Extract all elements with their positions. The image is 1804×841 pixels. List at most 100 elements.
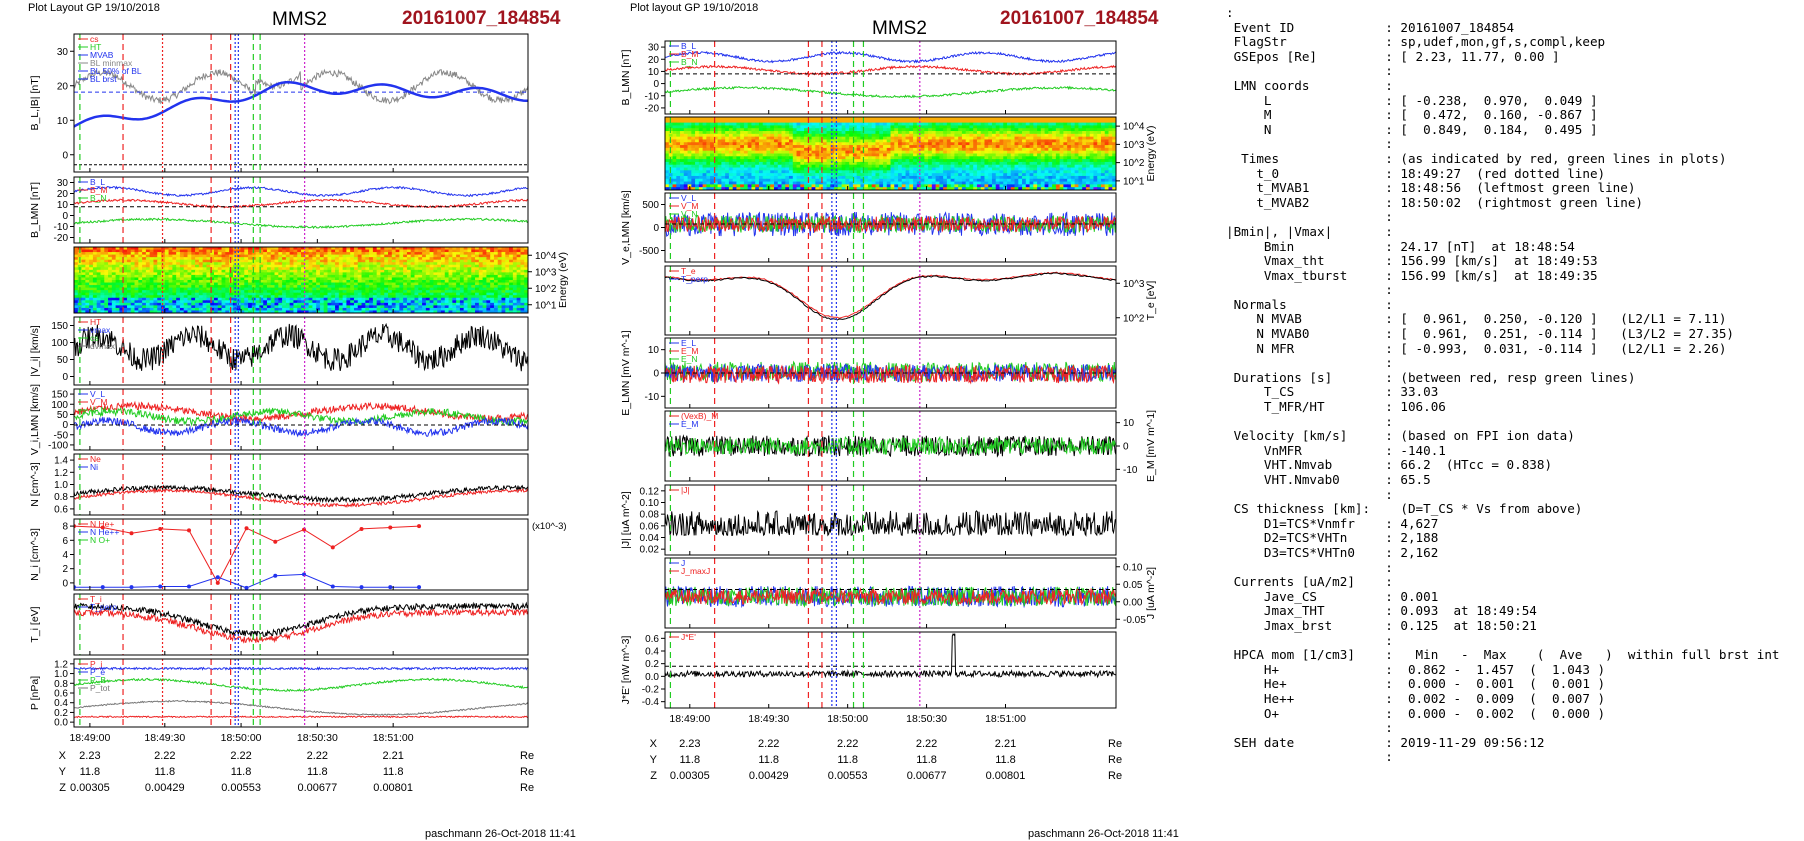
heatmap-cell — [172, 274, 177, 279]
heatmap-cell — [740, 128, 745, 132]
heatmap-cell — [357, 305, 363, 309]
heatmap-cell — [490, 300, 495, 304]
heatmap-cell — [229, 252, 234, 256]
heatmap-cell — [770, 133, 775, 138]
heatmap-cell — [350, 254, 355, 258]
heatmap-cell — [316, 264, 321, 268]
heatmap-cell — [244, 287, 249, 291]
heatmap-cell — [259, 290, 264, 294]
heatmap-cell — [935, 145, 940, 149]
heatmap-cell — [501, 272, 506, 276]
heatmap-cell — [509, 287, 514, 291]
heatmap-cell — [74, 272, 79, 276]
heatmap-cell — [691, 145, 696, 149]
heatmap-cell — [687, 128, 692, 132]
heatmap-cell — [1104, 122, 1110, 127]
series-vm — [74, 407, 528, 427]
heatmap-cell — [319, 310, 325, 313]
heatmap-cell — [773, 136, 779, 141]
heatmap-cell — [766, 117, 771, 121]
heatmap-cell — [384, 259, 389, 263]
heatmap-cell — [357, 310, 363, 313]
heatmap-cell — [984, 145, 989, 149]
heatmap-cell — [266, 305, 272, 309]
heatmap-cell — [266, 264, 272, 268]
heatmap-cell — [331, 300, 336, 304]
panel-frame — [73, 453, 529, 516]
heatmap-cell — [206, 307, 211, 312]
heatmap-cell — [229, 287, 234, 291]
heatmap-cell — [263, 287, 268, 291]
y-tick-label: 0.6 — [54, 504, 68, 515]
heatmap-cell — [285, 247, 291, 251]
heatmap-cell — [785, 131, 790, 135]
heatmap-cell — [164, 305, 170, 309]
heatmap-cell — [293, 300, 298, 304]
heatmap-cell — [74, 247, 79, 251]
heatmap-cell — [811, 145, 816, 149]
heatmap-cell — [89, 257, 94, 261]
heatmap-cell — [384, 300, 389, 304]
heatmap-cell — [898, 119, 903, 124]
heatmap-cell — [380, 272, 385, 276]
heatmap-cell — [680, 142, 685, 146]
heatmap-cell — [319, 287, 325, 291]
heatmap-cell — [395, 307, 400, 312]
heatmap-cell — [282, 302, 287, 306]
heatmap-cell — [886, 145, 892, 149]
heatmap-cell — [119, 267, 124, 271]
heatmap-cell — [916, 119, 922, 124]
heatmap-cell — [448, 307, 453, 312]
heatmap-cell — [894, 128, 899, 132]
heatmap-cell — [100, 295, 105, 299]
heatmap-cell — [1052, 131, 1057, 135]
heatmap-cell — [183, 280, 189, 284]
heatmap-cell — [293, 264, 298, 268]
heatmap-cell — [293, 297, 298, 301]
heatmap-cell — [943, 133, 948, 138]
heatmap-cell — [81, 297, 86, 301]
heatmap-cell — [259, 305, 264, 309]
heatmap-cell — [890, 119, 895, 124]
heatmap-cell — [92, 287, 98, 291]
heatmap-cell — [293, 257, 298, 261]
heatmap-cell — [980, 117, 986, 121]
heatmap-cell — [440, 247, 446, 251]
heatmap-cell — [698, 136, 704, 141]
heatmap-cell — [687, 117, 692, 121]
heatmap-cell — [191, 269, 196, 273]
heatmap-cell — [297, 302, 302, 306]
heatmap-cell — [437, 280, 442, 284]
heatmap-cell — [819, 117, 824, 121]
heatmap-cell — [920, 133, 925, 138]
heatmap-cell — [976, 133, 982, 138]
heatmap-cell — [323, 282, 329, 286]
heatmap-cell — [1003, 122, 1008, 127]
heatmap-cell — [365, 300, 370, 304]
heatmap-cell — [976, 139, 982, 143]
heatmap-cell — [1037, 145, 1042, 149]
heatmap-cell — [206, 295, 211, 299]
heatmap-cell — [1082, 136, 1087, 141]
heatmap-cell — [100, 249, 105, 253]
heatmap-cell — [327, 264, 332, 268]
heatmap-cell — [293, 249, 298, 253]
heatmap-cell — [100, 277, 105, 281]
heatmap-cell — [894, 119, 899, 124]
heatmap-cell — [285, 259, 291, 263]
legend-entry: dvmax — [90, 341, 116, 351]
heatmap-cell — [826, 139, 831, 143]
heatmap-cell — [886, 131, 892, 135]
y-tick-label: 20 — [57, 189, 69, 200]
heatmap-cell — [1055, 128, 1061, 132]
heatmap-cell — [361, 290, 366, 294]
heatmap-cell — [244, 292, 249, 296]
heatmap-cell — [429, 264, 435, 268]
heatmap-cell — [126, 302, 132, 306]
heatmap-cell — [161, 310, 166, 313]
heatmap-cell — [100, 305, 105, 309]
heatmap-cell — [789, 145, 794, 149]
heatmap-cell — [346, 297, 351, 301]
heatmap-cell — [248, 302, 253, 306]
heatmap-cell — [807, 125, 813, 129]
